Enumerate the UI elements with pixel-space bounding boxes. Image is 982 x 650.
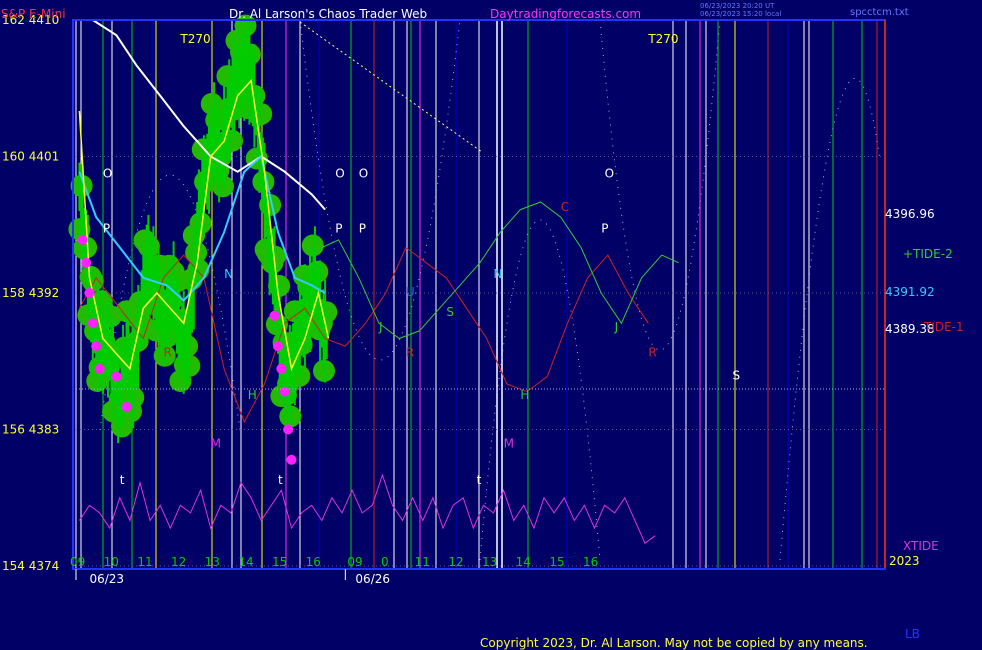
cycle-annotation: P (601, 221, 608, 235)
cycle-annotation: J (378, 320, 383, 334)
timestamp-ut: 06/23/2023 20:20 UT (700, 2, 775, 10)
x-date-label: 06/26 (355, 572, 390, 586)
y-tick-label: 154 4374 (2, 559, 59, 573)
indicator-lines (78, 19, 679, 545)
magenta-dot (91, 341, 102, 352)
cycle-annotation: H (248, 388, 257, 402)
magenta-dot (273, 341, 283, 352)
magenta-dot (121, 401, 132, 412)
cycle-annotation: U (406, 285, 415, 299)
cycle-annotation: T270 (647, 32, 678, 46)
cycle-annotation: R (406, 346, 414, 360)
cycle-annotation: O (359, 167, 368, 181)
x-hour-label: 15 (549, 555, 564, 569)
energy-circle (301, 234, 324, 257)
cycle-annotation: t (120, 473, 125, 487)
cycle-annotation: P (335, 221, 342, 235)
site-link[interactable]: Daytradingforecasts.com (490, 7, 641, 21)
y-tick-label: 162 4410 (2, 13, 59, 27)
tide1-line (78, 246, 649, 424)
x-hour-label: 11 (415, 555, 430, 569)
price-middle: 4391.92 (885, 285, 935, 299)
x-hour-label: 12 (171, 555, 186, 569)
cycle-annotation: N (493, 267, 502, 281)
cycle-annotation: H (520, 388, 529, 402)
year-label: 2023 (889, 554, 920, 568)
x-hour-label: 11 (137, 555, 152, 569)
cycle-annotation: O (335, 167, 344, 181)
x-hour-label: 16 (306, 555, 321, 569)
cycle-annotation: J (614, 320, 619, 334)
y-tick-label: 158 4392 (2, 286, 59, 300)
cycle-annotation: M (504, 437, 514, 451)
instrument-label: S&P E-Mini (1, 7, 66, 21)
timestamp-local: 06/23/2023 15:20 local (700, 10, 781, 18)
energy-circle (313, 359, 335, 382)
tide2-line (321, 201, 679, 340)
x-hour-label: 16 (583, 555, 598, 569)
magenta-dot (286, 454, 297, 465)
magenta-dot (276, 363, 287, 374)
magenta-dot (87, 318, 98, 329)
yellow-average-line (78, 79, 330, 372)
x-date-label: 06/23 (89, 572, 124, 586)
x-hour-label: 13 (205, 555, 220, 569)
y-axis-labels: 162 4410 160 4401 158 4392 156 4383 154 4374 (2, 13, 59, 573)
magenta-dot (81, 257, 92, 268)
legend-tide2: +TIDE-2 (903, 247, 953, 261)
x-hour-label: 10 (104, 555, 119, 569)
cycle-annotation: O (103, 167, 112, 181)
cycle-annotation: P (103, 221, 110, 235)
x-axis-labels: 09 10 11 12 13 14 15 16 09 0 11 12 13 14 15 16 06/23 06/2… (70, 555, 598, 586)
xtide-line (78, 473, 656, 545)
cycle-annotation: P (359, 221, 366, 235)
cycle-annotation: N (224, 267, 233, 281)
x-hour-label: 09 (347, 555, 362, 569)
magenta-dots (77, 234, 297, 465)
price-bars (78, 17, 328, 444)
magenta-dot (283, 424, 294, 435)
data-file-label: spcctcm.txt (850, 7, 909, 18)
cycle-annotation: R (164, 346, 172, 360)
legend-tide1: TIDE-1 (923, 320, 964, 334)
magenta-dot (94, 363, 105, 374)
legend-xtide: XTIDE (903, 539, 939, 553)
corner-label: LB (905, 627, 920, 641)
cycle-annotation: S (446, 305, 454, 319)
cycle-annotation: R (648, 346, 656, 360)
chart-title: Dr. Al Larson's Chaos Trader Web (229, 7, 427, 21)
magenta-dot (279, 386, 290, 397)
cycle-annotations: T270 T270 O P N O P O P U J R S N C O P J R H H R M Mt t t S (103, 32, 740, 487)
y-tick-label: 156 4383 (2, 423, 59, 437)
x-hour-label: 14 (516, 555, 531, 569)
cycle-annotation: S (733, 368, 741, 382)
x-hour-label: 12 (448, 555, 463, 569)
cyan-average-line (78, 154, 326, 303)
x-hour-label: 09 (70, 555, 85, 569)
cycle-annotation: M (211, 437, 221, 451)
cycle-annotation: T270 (179, 32, 210, 46)
copyright: Copyright 2023, Dr. Al Larson. May not b… (480, 636, 868, 650)
cycle-annotation: O (605, 167, 614, 181)
y-tick-label: 160 4401 (2, 150, 59, 164)
x-hour-label: 0 (381, 555, 389, 569)
price-upper: 4396.96 (885, 207, 935, 221)
price-lower: 4389.38 (885, 322, 935, 336)
magenta-dot (269, 310, 280, 321)
magenta-dot (77, 234, 88, 245)
x-hour-label: 13 (482, 555, 497, 569)
x-hour-label: 15 (272, 555, 287, 569)
cycle-annotation: t (477, 473, 482, 487)
magenta-dot (111, 371, 122, 382)
x-hour-label: 14 (238, 555, 253, 569)
magenta-dot (84, 288, 95, 298)
cycle-annotation: t (278, 473, 283, 487)
cycle-annotation: C (561, 200, 569, 214)
